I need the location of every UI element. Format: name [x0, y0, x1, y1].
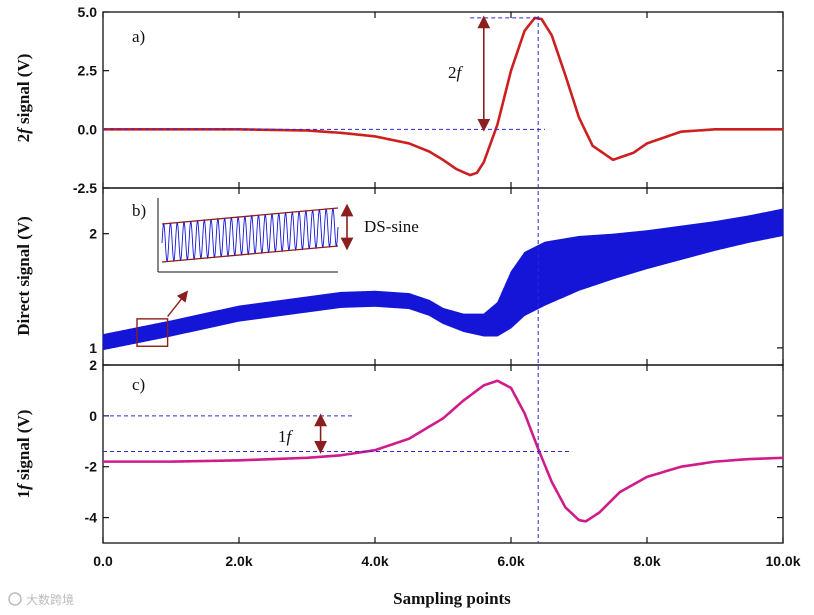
x-tick-label: 10.0k [765, 553, 800, 569]
panel-c-frame [102, 364, 784, 544]
overlay-annotations [103, 15, 573, 543]
panel-c-ytick-label: 2 [89, 357, 97, 373]
panel-b-ytick-label: 1 [89, 340, 97, 356]
panel-a-ytick-label: 0.0 [78, 121, 98, 137]
panel-b-frame [102, 187, 784, 366]
panel-a-frame [102, 11, 784, 189]
x-tick-label: 6.0k [497, 553, 524, 569]
panel-a-ylabel: 2f signal (V) [14, 54, 33, 143]
panel-c-ytick-label: 0 [89, 408, 97, 424]
zoom-arrow [167, 290, 189, 318]
annotation-2f-label: 2f [448, 63, 464, 82]
panel-c-ylabel: 1f signal (V) [14, 410, 33, 499]
panel-a-ytick-label: 5.0 [78, 4, 98, 20]
panel-b-ylabel: Direct signal (V) [14, 216, 33, 336]
x-tick-label: 8.0k [633, 553, 660, 569]
panel-b-direct-signal: 12 [89, 187, 784, 366]
signal-2f-line [103, 16, 783, 177]
panel-c-ytick-label: -4 [85, 510, 98, 526]
panel-c-label: c) [132, 375, 145, 394]
watermark-text: 大数跨境 [26, 592, 74, 607]
zoom-region-box [136, 318, 169, 347]
inset-upper-envelope [161, 207, 339, 225]
shared-x-axis: 0.0 2.0k 4.0k 6.0k 8.0k 10.0k [93, 553, 800, 569]
inset-sine-wave [161, 207, 339, 263]
x-axis-title: Sampling points [393, 589, 511, 608]
panel-a-ytick-label: 2.5 [78, 63, 98, 79]
panel-a-label: a) [132, 27, 145, 46]
panel-a-2f-signal: -2.5 0.0 2.5 5.0 [73, 4, 784, 196]
inset-ds-sine-label: DS-sine [364, 217, 419, 236]
watermark-logo-icon [8, 592, 22, 606]
signal-1f-line [103, 379, 784, 523]
panel-b-label: b) [132, 201, 146, 220]
x-tick-label: 4.0k [361, 553, 388, 569]
panel-c-ytick-label: -2 [85, 459, 98, 475]
watermark: 大数跨境 [8, 592, 74, 607]
inset-lower-envelope [161, 245, 339, 263]
panel-a-ytick-label: -2.5 [73, 180, 97, 196]
panel-b-ytick-label: 2 [89, 226, 97, 242]
panel-c-1f-signal: -4 -2 0 2 [85, 357, 784, 544]
x-tick-label: 0.0 [93, 553, 113, 569]
annotation-1f-label: 1f [278, 427, 294, 446]
x-tick-label: 2.0k [225, 553, 252, 569]
direct-signal-line [102, 208, 784, 351]
